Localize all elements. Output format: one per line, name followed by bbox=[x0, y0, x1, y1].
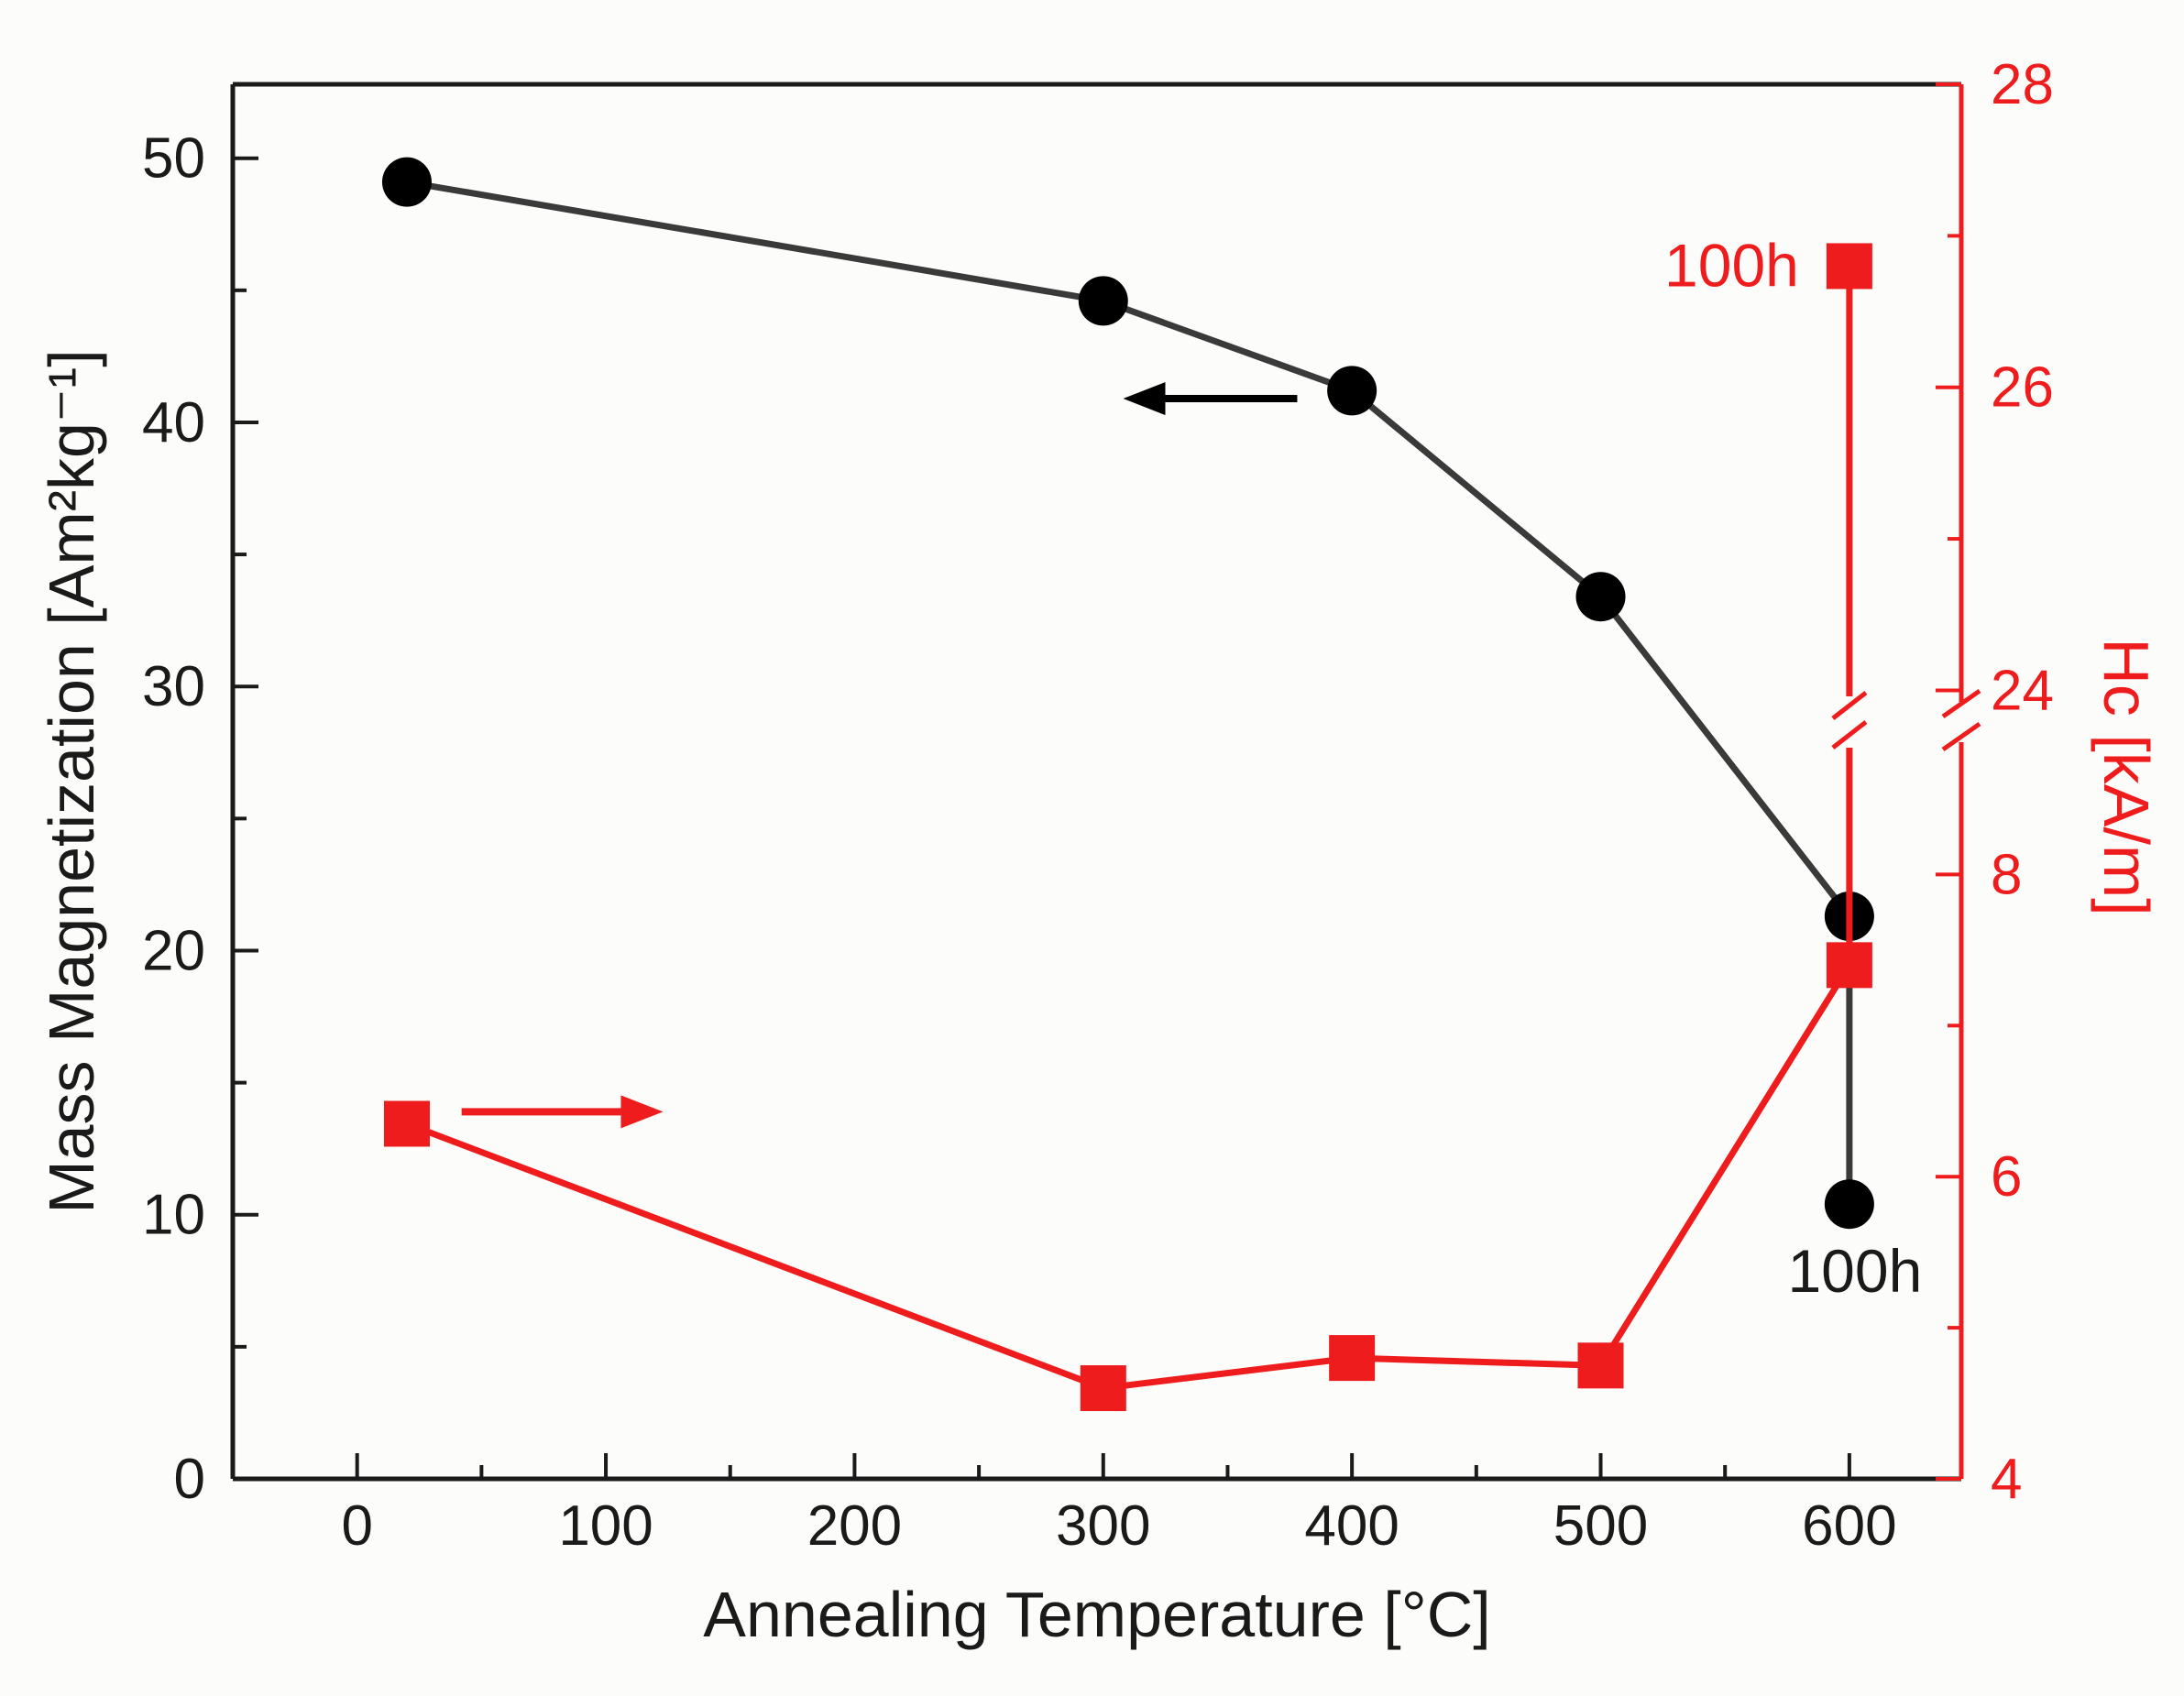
data-point-square bbox=[1577, 1342, 1624, 1389]
y-left-tick-label: 50 bbox=[142, 127, 205, 191]
y-right-tick-label: 8 bbox=[1991, 843, 2022, 906]
mag-100h-label: 100h bbox=[1787, 1237, 1922, 1305]
y-left-tick-label: 0 bbox=[174, 1448, 205, 1511]
x-tick-label: 0 bbox=[341, 1494, 372, 1558]
x-tick-label: 400 bbox=[1304, 1494, 1399, 1558]
y-left-tick-label: 20 bbox=[142, 919, 205, 982]
hc-100h-label: 100h bbox=[1664, 231, 1799, 299]
data-point-square bbox=[1826, 243, 1872, 290]
y-left-tick-label: 30 bbox=[142, 655, 205, 718]
x-tick-label: 200 bbox=[807, 1494, 902, 1558]
data-point-circle bbox=[381, 157, 432, 207]
x-tick-label: 300 bbox=[1056, 1494, 1150, 1558]
left-axis-arrow bbox=[1123, 382, 1298, 416]
x-tick-label: 500 bbox=[1553, 1494, 1648, 1558]
data-point-circle bbox=[1575, 572, 1626, 622]
right-axis-arrow bbox=[461, 1095, 664, 1129]
data-point-square bbox=[1080, 1365, 1126, 1412]
x-axis-title: Annealing Temperature [°C] bbox=[703, 1579, 1491, 1650]
y-left-tick-label: 10 bbox=[142, 1184, 205, 1247]
plot-axes bbox=[230, 82, 1964, 1482]
data-point-circle bbox=[1824, 1179, 1874, 1230]
x-tick-label: 100 bbox=[558, 1494, 653, 1558]
y-right-tick-label: 4 bbox=[1991, 1448, 2022, 1511]
right-axis-break bbox=[1941, 688, 1981, 752]
y-right-tick-label: 28 bbox=[1991, 53, 2054, 116]
series-mass-magnetization bbox=[381, 157, 1874, 1230]
y-right-axis-ticks: 4 6 8 24 26 28 bbox=[1936, 53, 2054, 1511]
right-axis-title: Hc [kA/m] bbox=[2091, 638, 2162, 916]
y-left-axis-ticks: 0 10 20 30 40 50 bbox=[142, 127, 258, 1511]
x-tick-label: 600 bbox=[1802, 1494, 1896, 1558]
y-right-tick-label: 24 bbox=[1991, 659, 2054, 722]
y-left-tick-label: 40 bbox=[142, 391, 205, 454]
y-right-tick-label: 26 bbox=[1991, 356, 2054, 420]
series-coercivity-hc bbox=[383, 243, 1872, 1412]
data-point-circle bbox=[1078, 276, 1128, 326]
left-axis-title: Mass Magnetization [Am²kg⁻¹] bbox=[36, 349, 107, 1214]
data-point-square bbox=[1329, 1335, 1376, 1382]
data-point-square bbox=[1826, 942, 1872, 989]
y-right-tick-label: 6 bbox=[1991, 1145, 2022, 1209]
x-axis-ticks: 0 100 200 300 400 500 600 bbox=[341, 1453, 1897, 1558]
data-point-circle bbox=[1327, 366, 1377, 416]
data-point-square bbox=[383, 1100, 430, 1147]
